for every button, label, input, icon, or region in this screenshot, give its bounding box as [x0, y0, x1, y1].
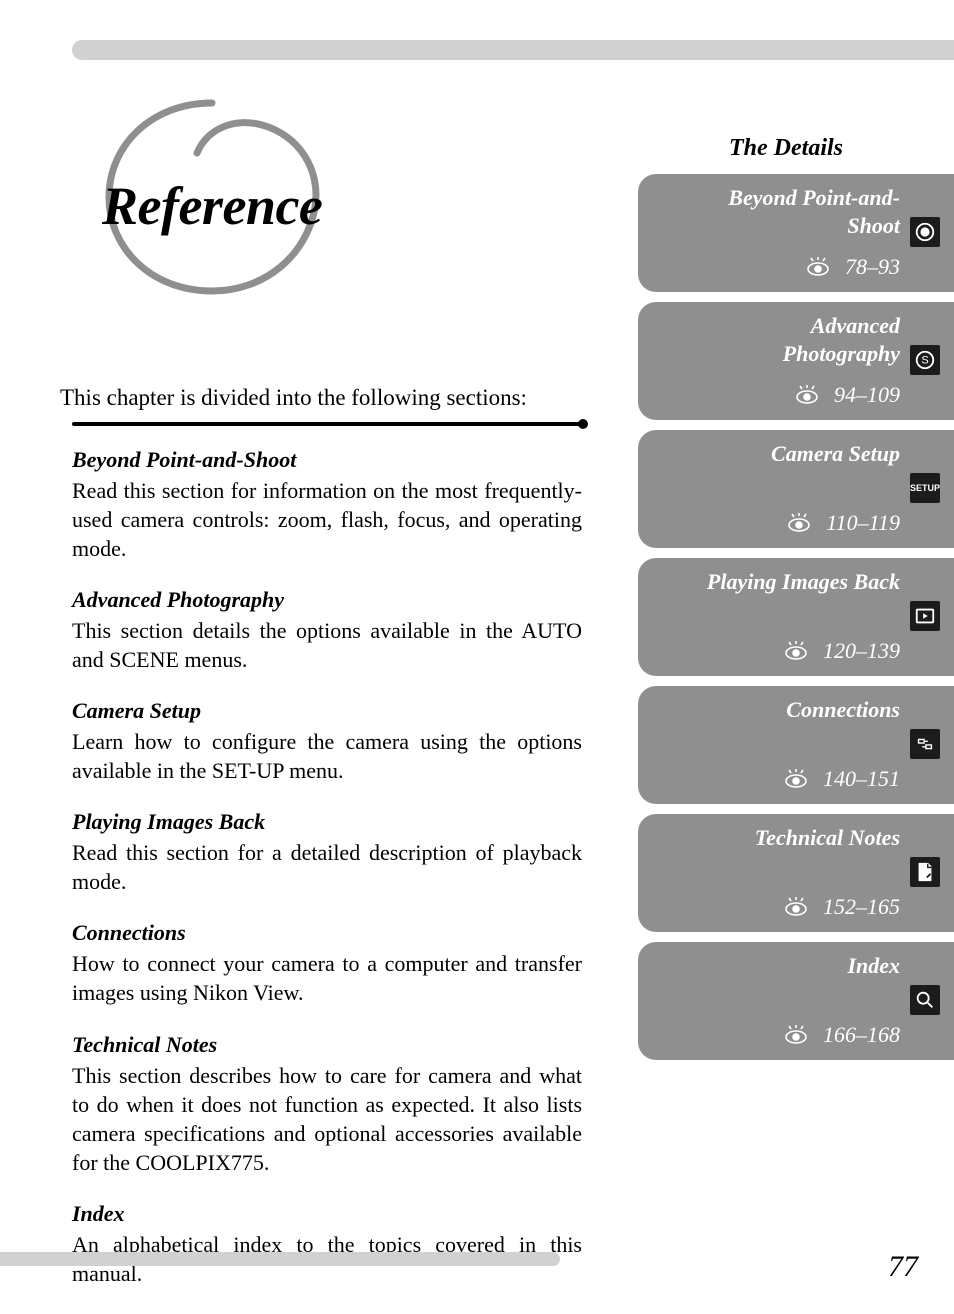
tab-label: Beyond Point-and-Shoot [728, 184, 900, 239]
sidebar-tab[interactable]: Beyond Point-and-Shoot 78–93 [638, 174, 954, 292]
tab-pages: 94–109 [834, 382, 900, 408]
section-body: This section describes how to care for c… [72, 1063, 582, 1175]
sidebar-title: The Details [638, 135, 954, 162]
section-title: Index [72, 1199, 582, 1228]
section-body: Read this section for information on the… [72, 478, 582, 561]
tab-pages: 120–139 [823, 638, 900, 664]
section-block: Playing Images Back Read this section for… [72, 807, 582, 896]
sidebar-tab[interactable]: Index 166–168 [638, 942, 954, 1060]
tab-pages-row: 94–109 [794, 382, 900, 408]
section-title: Camera Setup [72, 696, 582, 725]
page-reference-icon [805, 257, 831, 277]
section-title: Technical Notes [72, 1030, 582, 1059]
tab-text-wrap: Index 166–168 [656, 952, 908, 1048]
tab-label: Connections [786, 696, 900, 724]
section-title: Connections [72, 918, 582, 947]
intro-rule [72, 422, 582, 426]
tab-pages: 140–151 [823, 766, 900, 792]
tab-label: AdvancedPhotography [783, 312, 900, 367]
tab-pages-row: 110–119 [786, 510, 900, 536]
page-reference-icon [783, 769, 809, 789]
section-title: Playing Images Back [72, 807, 582, 836]
tab-category-icon-wrap [908, 952, 942, 1048]
sidebar: The Details Beyond Point-and-Shoot 78–93 A… [638, 135, 954, 1060]
tab-pages-row: 166–168 [783, 1022, 900, 1048]
search-icon [910, 985, 940, 1015]
sidebar-tab[interactable]: Camera Setup 110–119 SETUP [638, 430, 954, 548]
tab-text-wrap: Connections 140–151 [656, 696, 908, 792]
tab-category-icon-wrap [908, 824, 942, 920]
tab-label: Camera Setup [771, 440, 900, 468]
tab-label: Playing Images Back [707, 568, 900, 596]
section-body: Read this section for a detailed descrip… [72, 840, 582, 894]
record-icon [910, 217, 940, 247]
sidebar-tab[interactable]: Playing Images Back 120–139 [638, 558, 954, 676]
tab-text-wrap: Camera Setup 110–119 [656, 440, 908, 536]
tab-pages-row: 140–151 [783, 766, 900, 792]
tab-category-icon-wrap [908, 568, 942, 664]
tab-pages: 152–165 [823, 894, 900, 920]
tab-text-wrap: Playing Images Back 120–139 [656, 568, 908, 664]
connection-icon [910, 729, 940, 759]
tab-pages: 166–168 [823, 1022, 900, 1048]
tab-pages-row: 120–139 [783, 638, 900, 664]
section-body: Learn how to configure the camera using … [72, 729, 582, 783]
top-rule-bar [72, 40, 954, 60]
section-title: Advanced Photography [72, 585, 582, 614]
tab-pages-row: 152–165 [783, 894, 900, 920]
svg-text:S: S [921, 355, 928, 367]
s-circle-icon: S [910, 345, 940, 375]
tab-label: Technical Notes [755, 824, 900, 852]
page-reference-icon [786, 513, 812, 533]
tab-label: Index [847, 952, 900, 980]
tab-pages: 110–119 [826, 510, 900, 536]
sidebar-tabs: Beyond Point-and-Shoot 78–93 AdvancedPhoto… [638, 174, 954, 1060]
section-body: How to connect your camera to a computer… [72, 951, 582, 1005]
section-body: This section details the options availab… [72, 618, 582, 672]
tab-category-icon-wrap: S [908, 312, 942, 408]
body-column: Beyond Point-and-Shoot Read this section … [72, 445, 582, 1310]
notes-icon [910, 857, 940, 887]
setup-icon: SETUP [910, 473, 940, 503]
section-block: Connections How to connect your camera to… [72, 918, 582, 1007]
tab-text-wrap: AdvancedPhotography 94–109 [656, 312, 908, 408]
section-block: Beyond Point-and-Shoot Read this section … [72, 445, 582, 563]
page-title: Reference [102, 175, 322, 237]
sidebar-tab[interactable]: AdvancedPhotography 94–109 S [638, 302, 954, 420]
bottom-rule-bar [0, 1252, 560, 1266]
sidebar-tab[interactable]: Connections 140–151 [638, 686, 954, 804]
page-reference-icon [783, 897, 809, 917]
tab-category-icon-wrap [908, 696, 942, 792]
intro-text: This chapter is divided into the followi… [60, 385, 527, 411]
page-reference-icon [783, 641, 809, 661]
section-title: Beyond Point-and-Shoot [72, 445, 582, 474]
tab-text-wrap: Technical Notes 152–165 [656, 824, 908, 920]
page-number: 77 [888, 1250, 918, 1284]
section-block: Technical Notes This section describes ho… [72, 1030, 582, 1177]
header-area: Reference [72, 95, 572, 300]
sidebar-tab[interactable]: Technical Notes 152–165 [638, 814, 954, 932]
tab-category-icon-wrap [908, 184, 942, 280]
page-reference-icon [783, 1025, 809, 1045]
tab-pages-row: 78–93 [805, 254, 900, 280]
tab-pages: 78–93 [845, 254, 900, 280]
page-reference-icon [794, 385, 820, 405]
section-block: IndexAn alphabetical index to the topics… [72, 1199, 582, 1288]
section-block: Camera Setup Learn how to configure the c… [72, 696, 582, 785]
section-block: Advanced Photography This section details… [72, 585, 582, 674]
tab-text-wrap: Beyond Point-and-Shoot 78–93 [656, 184, 908, 280]
tab-category-icon-wrap: SETUP [908, 440, 942, 536]
playback-icon [910, 601, 940, 631]
